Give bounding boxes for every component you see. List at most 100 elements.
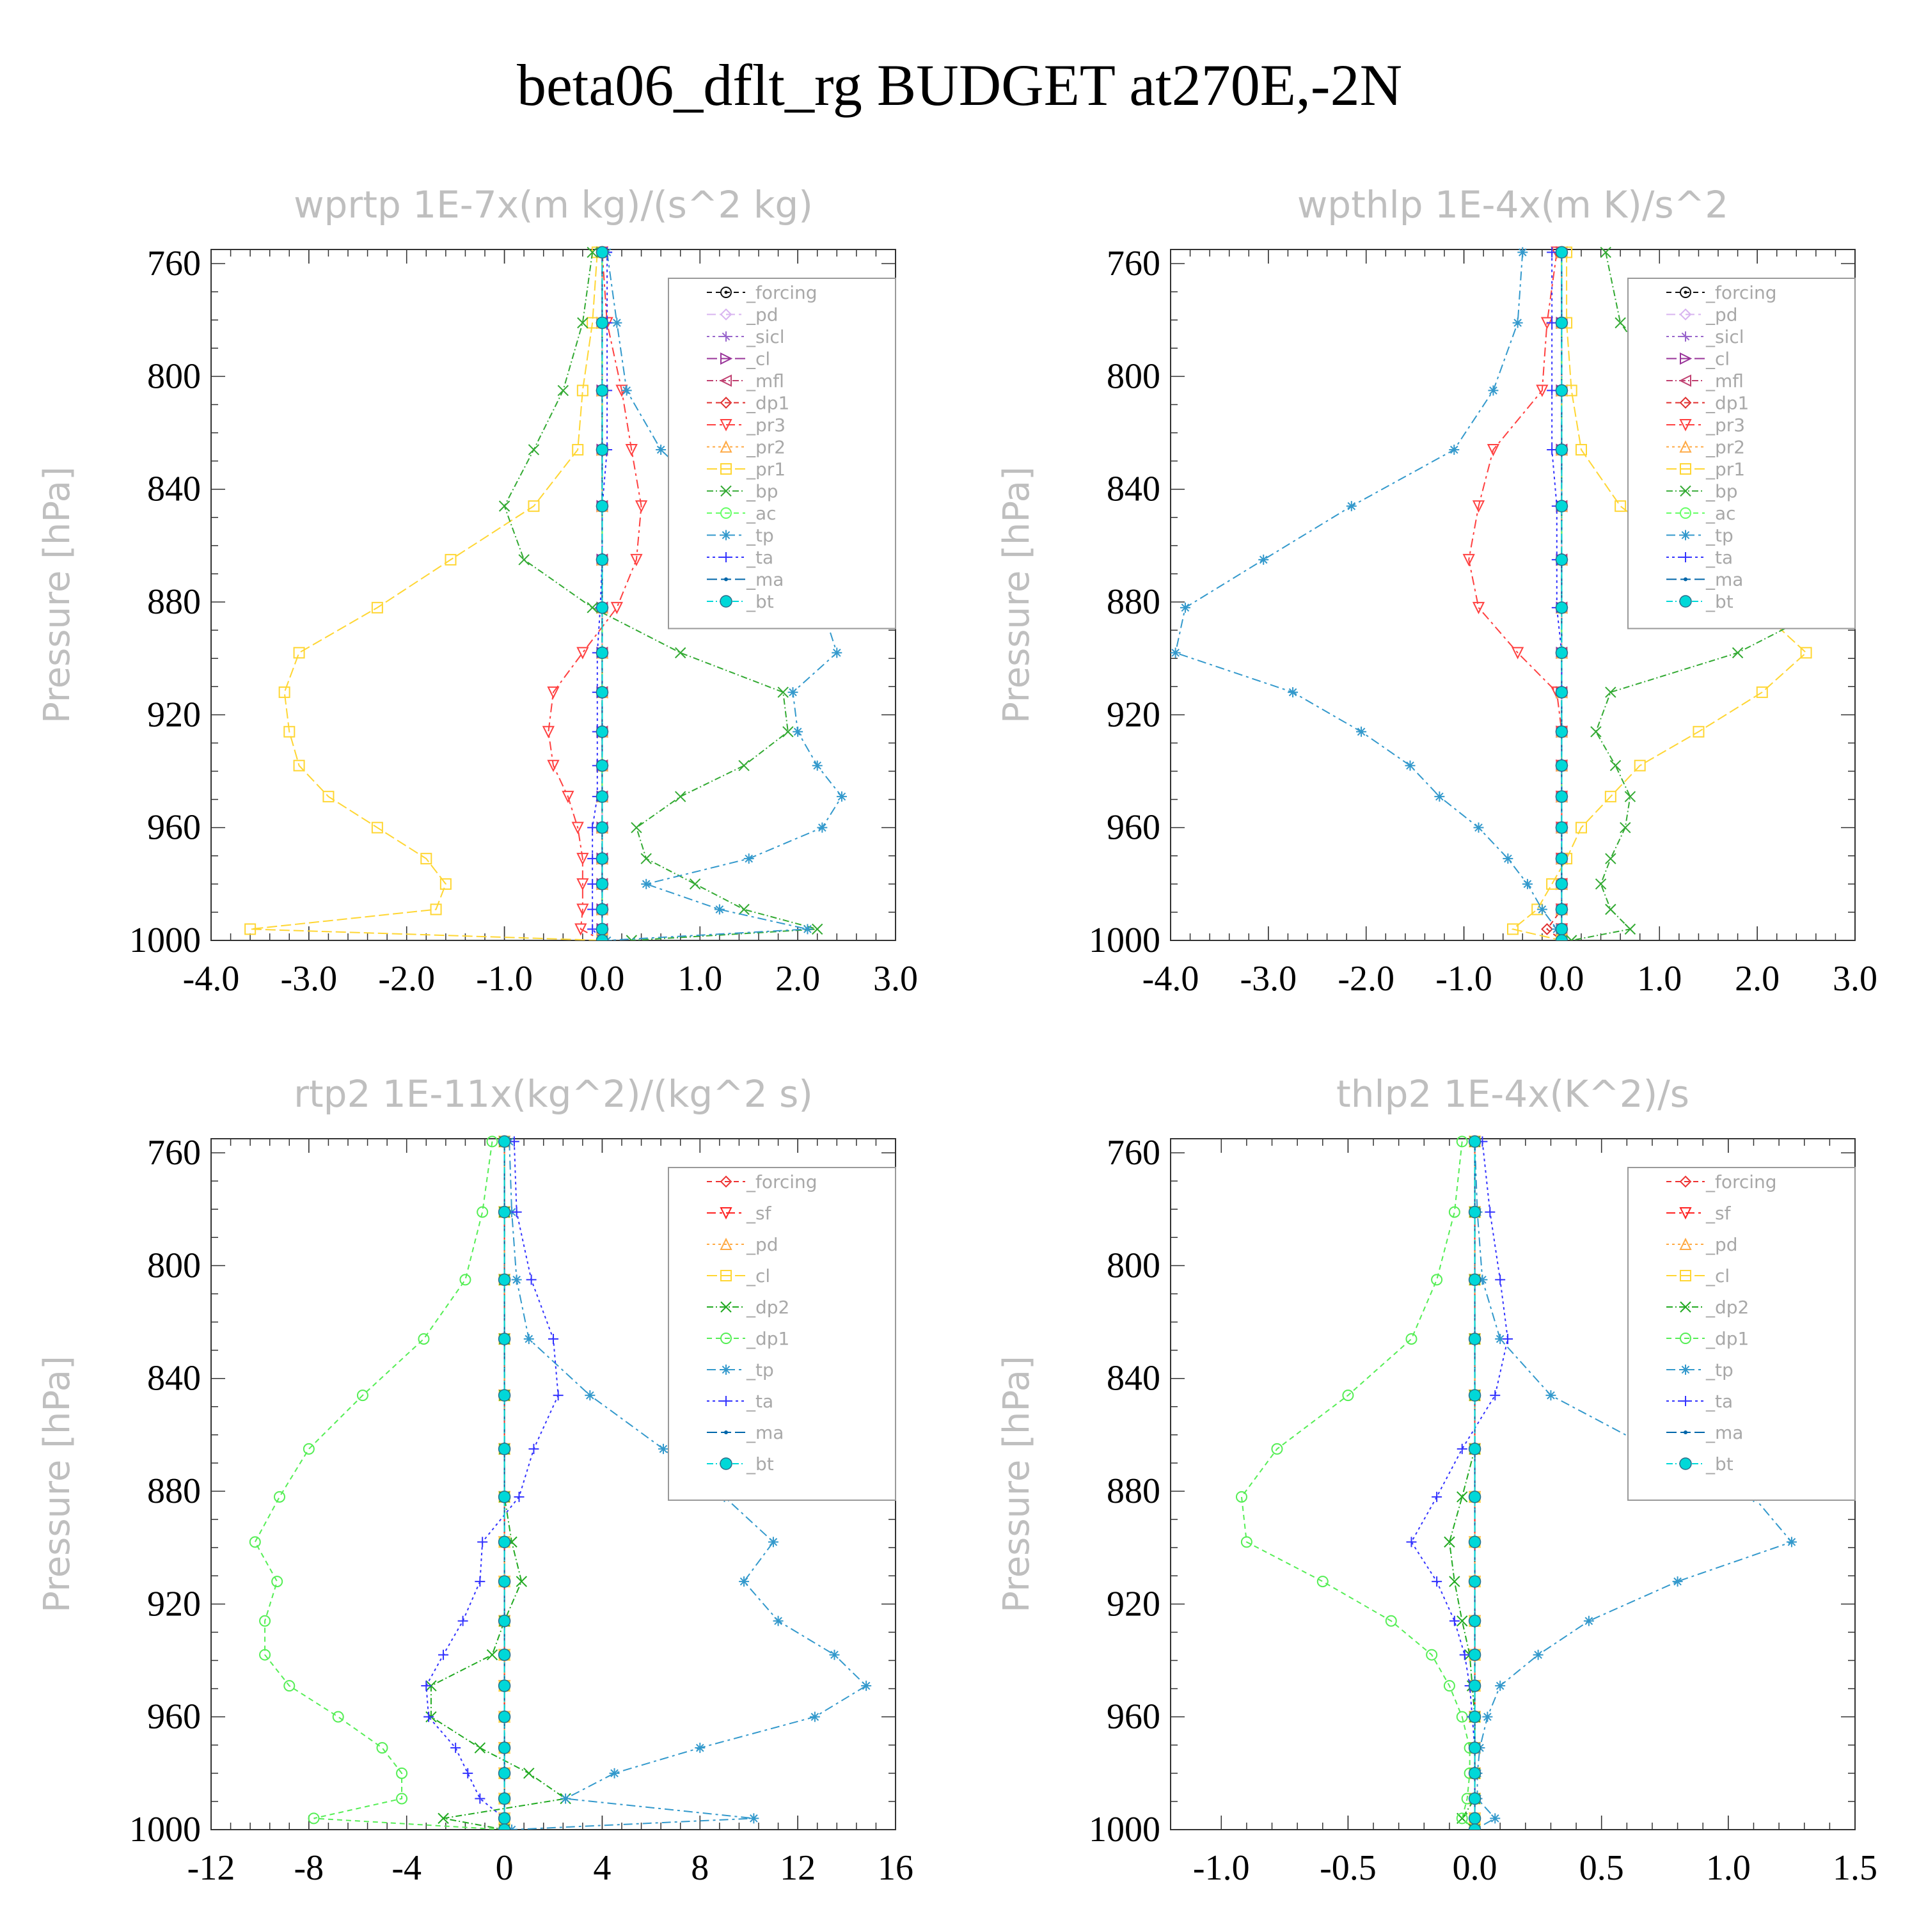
data-point xyxy=(596,246,609,259)
legend-label: _dp1 xyxy=(746,1328,789,1349)
data-point xyxy=(293,759,305,772)
legend-box xyxy=(668,278,896,629)
data-point xyxy=(1536,904,1547,915)
data-point xyxy=(587,924,598,935)
data-point xyxy=(553,1390,564,1401)
data-point xyxy=(516,1576,528,1587)
data-point xyxy=(812,760,823,771)
data-point xyxy=(1545,1390,1556,1401)
data-point xyxy=(462,1768,473,1778)
data-point xyxy=(498,1823,511,1830)
legend-label: _ta xyxy=(1705,1391,1733,1412)
data-point xyxy=(430,903,442,915)
legend-label: _ta xyxy=(746,547,773,568)
data-point xyxy=(1316,1576,1329,1588)
legend-marker xyxy=(720,1457,732,1470)
data-point xyxy=(396,1767,408,1779)
y-tick-label: 960 xyxy=(147,1697,201,1737)
legend-marker xyxy=(1679,1207,1692,1220)
data-point xyxy=(1405,760,1416,771)
legend-label: _pr1 xyxy=(746,459,786,480)
legend-marker xyxy=(1684,577,1687,582)
legend-marker xyxy=(720,595,732,608)
series-line-pr1 xyxy=(250,252,603,940)
legend-marker xyxy=(721,530,731,541)
data-point xyxy=(577,317,588,329)
data-point xyxy=(1432,1491,1442,1502)
series-line-dp2 xyxy=(1448,1141,1476,1830)
chart-title: wpthlp 1E-4x(m K)/s^2 xyxy=(1297,183,1728,226)
series-line-dp1 xyxy=(1546,252,1563,940)
series-line-pr1 xyxy=(1511,252,1808,940)
data-point xyxy=(498,1792,511,1805)
data-point xyxy=(782,726,794,738)
data-point xyxy=(244,923,257,935)
data-point xyxy=(523,1333,534,1344)
legend-label: _ta xyxy=(746,1391,773,1412)
legend-label: _pr3 xyxy=(746,415,786,436)
legend-marker xyxy=(720,1333,732,1344)
data-point xyxy=(547,759,560,772)
data-point xyxy=(738,903,750,915)
data-point xyxy=(802,924,813,935)
legend-label: _tp xyxy=(746,1359,774,1381)
legend-marker xyxy=(1679,595,1692,608)
data-point xyxy=(1288,687,1299,698)
y-axis-label: Pressure [hPa] xyxy=(36,1356,78,1613)
panel-wprtp: wprtp 1E-7x(m kg)/(s^2 kg) Pressure [hPa]… xyxy=(0,154,960,1043)
data-point xyxy=(1171,647,1181,658)
data-point xyxy=(596,903,609,916)
data-point xyxy=(1449,1615,1460,1626)
data-point xyxy=(1693,725,1705,738)
x-tick-label: 1.0 xyxy=(1706,1848,1751,1888)
data-point xyxy=(1555,316,1568,329)
data-point xyxy=(1271,1443,1283,1455)
data-point xyxy=(812,923,823,935)
data-point xyxy=(641,878,652,889)
x-tick-label: -1.0 xyxy=(476,959,533,999)
x-tick-label: 1.0 xyxy=(677,959,722,999)
y-tick-label: 800 xyxy=(147,1246,201,1285)
series-line-tp xyxy=(606,252,843,940)
data-point xyxy=(596,725,609,738)
data-point xyxy=(1615,500,1627,512)
data-point xyxy=(596,553,609,566)
legend-marker xyxy=(720,308,732,321)
data-point xyxy=(1468,1273,1481,1287)
x-tick-label: -1.0 xyxy=(1193,1848,1250,1888)
series-line-pr3 xyxy=(548,252,642,940)
data-point xyxy=(1555,903,1568,916)
data-point xyxy=(303,1443,315,1455)
y-tick-label: 920 xyxy=(1107,695,1160,734)
data-point xyxy=(1405,1333,1418,1345)
legend-label: _tp xyxy=(1705,525,1733,546)
data-point xyxy=(571,821,584,834)
legend-label: _bt xyxy=(746,1453,774,1475)
data-point xyxy=(793,726,803,737)
legend-label: _pr2 xyxy=(1705,437,1745,458)
data-point xyxy=(1468,1648,1481,1661)
data-point xyxy=(1800,647,1812,659)
data-point xyxy=(1595,878,1607,890)
data-point xyxy=(498,1443,511,1455)
legend-marker xyxy=(1680,1396,1691,1406)
legend-marker xyxy=(1680,287,1691,298)
legend-label: _bt xyxy=(1705,591,1733,612)
data-point xyxy=(695,1743,706,1754)
data-point xyxy=(576,647,589,660)
legend-label: _mfl xyxy=(1705,370,1744,392)
data-point xyxy=(293,647,305,659)
data-point xyxy=(1485,1207,1496,1217)
legend-box xyxy=(1627,278,1856,629)
data-point xyxy=(450,1743,461,1754)
data-point xyxy=(1605,853,1616,864)
data-point xyxy=(817,822,828,833)
data-point xyxy=(832,647,842,658)
series-line-dp2 xyxy=(430,1141,567,1830)
data-point xyxy=(1566,935,1577,940)
data-point xyxy=(621,385,632,396)
data-point xyxy=(1472,601,1485,615)
data-point xyxy=(596,821,609,834)
series-line-pr3 xyxy=(1468,252,1563,940)
data-point xyxy=(1600,246,1611,258)
